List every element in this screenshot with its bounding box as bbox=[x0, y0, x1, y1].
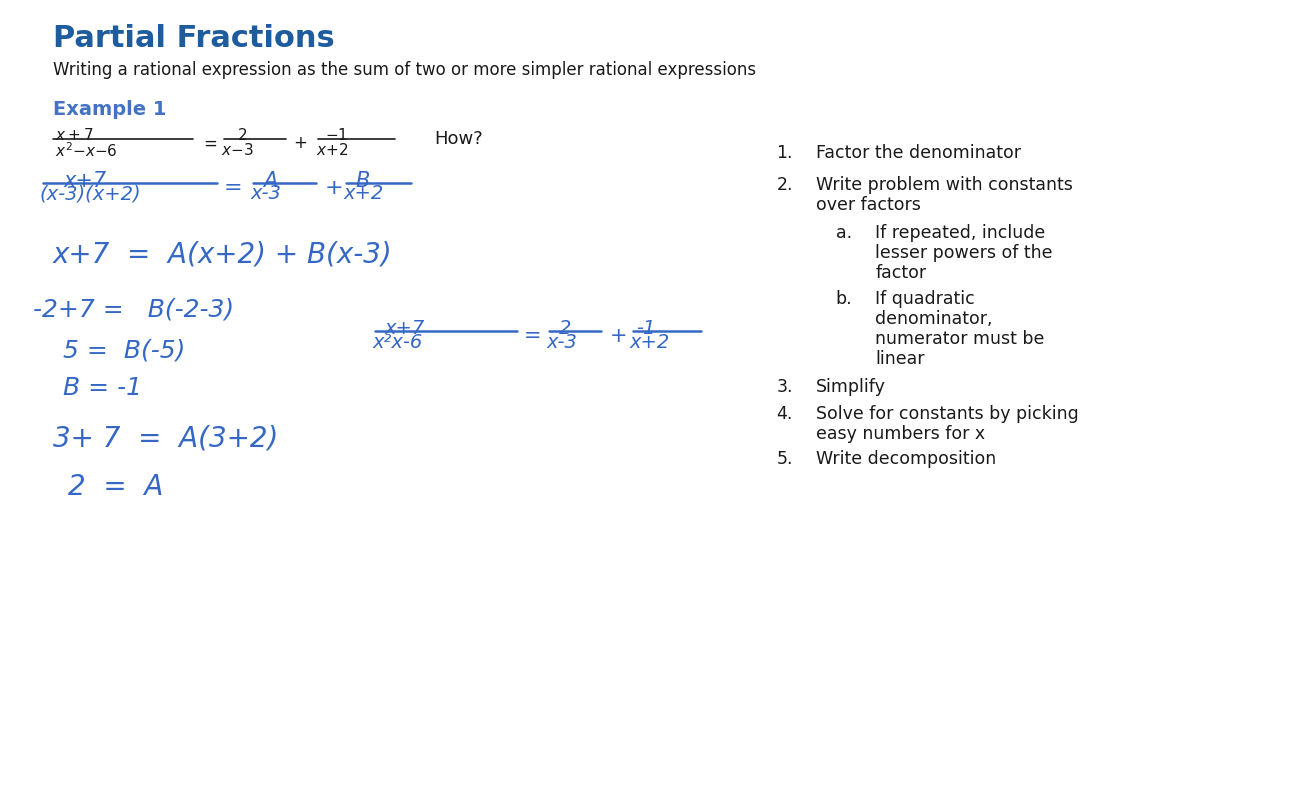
Text: If quadratic: If quadratic bbox=[875, 290, 975, 308]
Text: x+7: x+7 bbox=[384, 319, 425, 338]
Text: easy numbers for x: easy numbers for x bbox=[816, 425, 986, 442]
Text: =: = bbox=[524, 326, 541, 346]
Text: A: A bbox=[263, 171, 278, 191]
Text: x+7: x+7 bbox=[63, 171, 107, 191]
Text: B = -1: B = -1 bbox=[63, 376, 142, 400]
Text: Writing a rational expression as the sum of two or more simpler rational express: Writing a rational expression as the sum… bbox=[53, 61, 755, 78]
Text: lesser powers of the: lesser powers of the bbox=[875, 244, 1053, 262]
Text: x-3: x-3 bbox=[250, 184, 280, 203]
Text: x²x-6: x²x-6 bbox=[372, 333, 422, 352]
Text: If repeated, include: If repeated, include bbox=[875, 224, 1045, 242]
Text: $x+7$: $x+7$ bbox=[55, 127, 93, 143]
Text: 2: 2 bbox=[559, 319, 571, 338]
Text: 2.: 2. bbox=[776, 176, 794, 194]
Text: factor: factor bbox=[875, 264, 926, 282]
Text: $+$: $+$ bbox=[293, 134, 308, 151]
Text: -2+7 =   B(-2-3): -2+7 = B(-2-3) bbox=[33, 298, 234, 322]
Text: B: B bbox=[355, 171, 370, 191]
Text: 4.: 4. bbox=[776, 405, 792, 422]
Text: $x{-}3$: $x{-}3$ bbox=[221, 142, 254, 158]
Text: 1.: 1. bbox=[776, 144, 794, 162]
Text: Example 1: Example 1 bbox=[53, 100, 166, 119]
Text: x+7  =  A(x+2) + B(x-3): x+7 = A(x+2) + B(x-3) bbox=[53, 240, 392, 268]
Text: Solve for constants by picking: Solve for constants by picking bbox=[816, 405, 1079, 422]
Text: (x-3)(x+2): (x-3)(x+2) bbox=[39, 184, 141, 203]
Text: =: = bbox=[224, 178, 242, 198]
Text: +: + bbox=[609, 326, 626, 346]
Text: Write problem with constants: Write problem with constants bbox=[816, 176, 1073, 194]
Text: 3.: 3. bbox=[776, 378, 794, 396]
Text: Partial Fractions: Partial Fractions bbox=[53, 24, 334, 53]
Text: denominator,: denominator, bbox=[875, 310, 992, 328]
Text: $-1$: $-1$ bbox=[325, 127, 347, 143]
Text: 3+ 7  =  A(3+2): 3+ 7 = A(3+2) bbox=[53, 425, 278, 453]
Text: -1: -1 bbox=[636, 319, 655, 338]
Text: Simplify: Simplify bbox=[816, 378, 886, 396]
Text: $2$: $2$ bbox=[237, 127, 247, 143]
Text: over factors: over factors bbox=[816, 196, 921, 214]
Text: 5 =  B(-5): 5 = B(-5) bbox=[63, 338, 186, 362]
Text: +: + bbox=[325, 178, 343, 198]
Text: $x{+}2$: $x{+}2$ bbox=[316, 142, 349, 158]
Text: x-3: x-3 bbox=[546, 333, 576, 352]
Text: b.: b. bbox=[836, 290, 853, 308]
Text: numerator must be: numerator must be bbox=[875, 330, 1045, 348]
Text: $x^2{-}x{-}6$: $x^2{-}x{-}6$ bbox=[55, 142, 118, 160]
Text: x+2: x+2 bbox=[343, 184, 384, 203]
Text: Factor the denominator: Factor the denominator bbox=[816, 144, 1021, 162]
Text: How?: How? bbox=[434, 130, 483, 147]
Text: linear: linear bbox=[875, 350, 925, 368]
Text: 5.: 5. bbox=[776, 450, 794, 468]
Text: 2  =  A: 2 = A bbox=[68, 473, 163, 501]
Text: x+2: x+2 bbox=[629, 333, 670, 352]
Text: a.: a. bbox=[836, 224, 851, 242]
Text: $=$: $=$ bbox=[200, 134, 217, 151]
Text: Write decomposition: Write decomposition bbox=[816, 450, 996, 468]
